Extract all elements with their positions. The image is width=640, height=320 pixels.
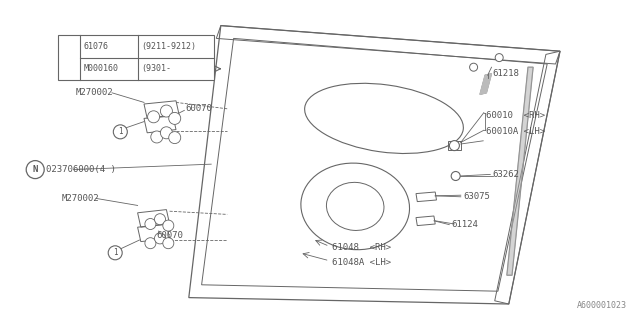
Text: (9301-: (9301- [141,64,172,73]
Text: M000160: M000160 [84,64,118,73]
Circle shape [148,111,159,123]
Text: 63262: 63262 [493,170,520,179]
Text: M270002: M270002 [76,88,113,97]
Bar [58,35,214,80]
Circle shape [145,238,156,249]
Circle shape [108,246,122,260]
Text: A600001023: A600001023 [577,301,627,310]
Text: (9211-9212): (9211-9212) [141,42,196,51]
Circle shape [449,140,460,151]
Circle shape [113,125,127,139]
Text: 023706000(4 ): 023706000(4 ) [46,165,116,174]
Text: M270002: M270002 [61,194,99,203]
Circle shape [451,172,460,180]
Circle shape [154,214,166,225]
Circle shape [495,53,503,61]
Text: 1: 1 [113,248,118,257]
Circle shape [26,161,44,179]
Circle shape [163,220,174,231]
Circle shape [151,131,163,143]
Circle shape [161,127,172,139]
Circle shape [470,63,477,71]
Text: 60070: 60070 [186,104,212,113]
Text: 60010  <RH>: 60010 <RH> [486,111,545,120]
Circle shape [163,238,174,249]
Text: 61076: 61076 [84,42,109,51]
Text: 61124: 61124 [452,220,479,229]
Circle shape [161,105,172,117]
Polygon shape [480,74,492,94]
Text: 63075: 63075 [463,192,490,201]
Text: 61048A <LH>: 61048A <LH> [332,258,390,267]
Circle shape [169,132,180,144]
Text: 1: 1 [118,127,123,136]
Text: 60010A <LH>: 60010A <LH> [486,127,545,136]
Circle shape [154,233,166,244]
Text: 60070: 60070 [156,231,183,240]
Text: 1: 1 [66,53,71,62]
Text: 61048  <RH>: 61048 <RH> [332,244,390,252]
Circle shape [169,112,180,124]
Circle shape [61,50,76,65]
Circle shape [145,219,156,229]
Text: 61218: 61218 [493,69,520,78]
Polygon shape [507,67,533,275]
Text: N: N [33,165,38,174]
